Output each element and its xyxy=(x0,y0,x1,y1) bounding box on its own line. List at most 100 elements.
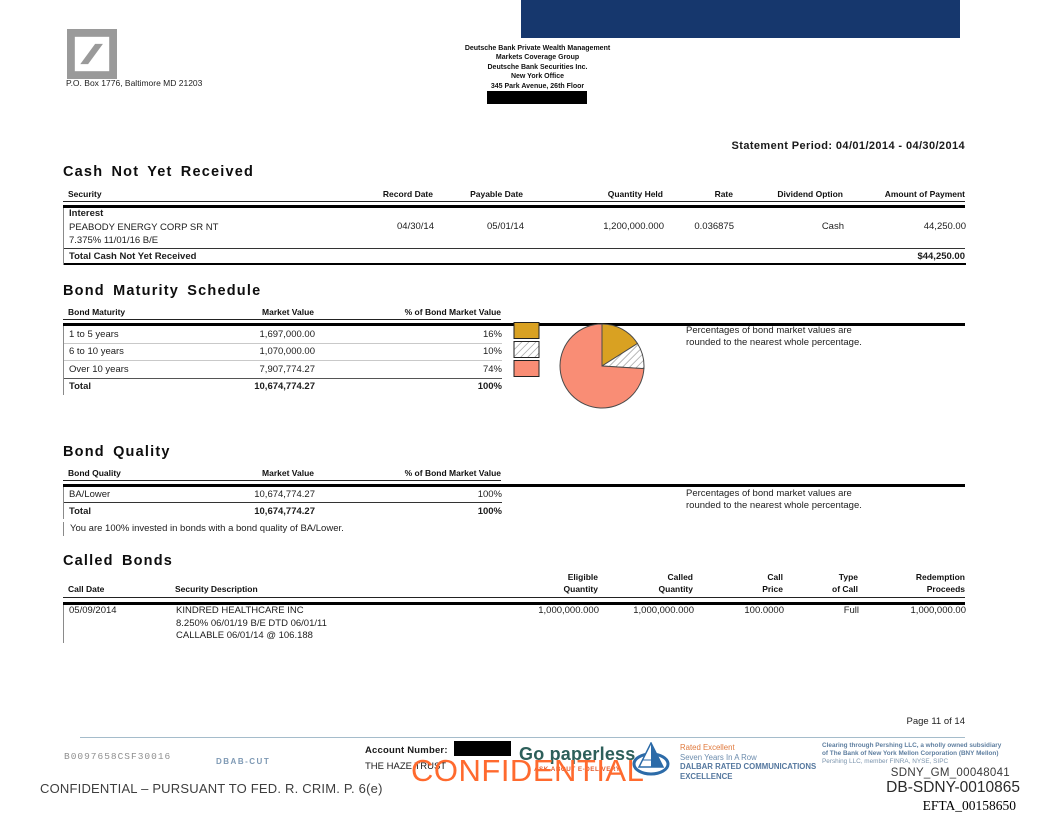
pershing-disclosure: Clearing through Pershing LLC, a wholly … xyxy=(822,742,1022,766)
dalbar-line: EXCELLENCE xyxy=(680,771,733,781)
section-cash-not-yet-received: Cash Not Yet Received Security Record Da… xyxy=(63,164,966,268)
security-name: KINDRED HEALTHCARE INC xyxy=(176,605,304,616)
column-header: Amount of Payment xyxy=(884,189,965,199)
bates-stamp-db-sdny: DB-SDNY-0010865 xyxy=(886,779,1020,796)
header-line: Called xyxy=(667,572,693,582)
market-value: 1,070,000.00 xyxy=(259,346,315,358)
table-row: Over 10 years 7,907,774.27 74% xyxy=(64,361,502,379)
dbab-cut-label: DBAB-CUT xyxy=(216,757,271,766)
total-value: 10,674,774.27 xyxy=(254,381,315,392)
record-date: 04/30/14 xyxy=(397,221,434,232)
column-header: Type of Call xyxy=(783,571,858,595)
office-line: Deutsche Bank Private Wealth Management xyxy=(464,45,611,52)
total-value: 10,674,774.27 xyxy=(254,505,315,517)
note-line: rounded to the nearest whole percentage. xyxy=(686,337,862,348)
header-line: Quantity xyxy=(658,584,693,594)
dalbar-line: DALBAR RATED COMMUNICATIONS xyxy=(680,762,817,771)
table-row: 6 to 10 years 1,070,000.00 10% xyxy=(64,344,502,361)
header-line: Call xyxy=(767,572,783,582)
pct-value: 74% xyxy=(482,363,502,375)
payable-date: 05/01/14 xyxy=(487,221,524,232)
maturity-label: Over 10 years xyxy=(69,363,129,375)
call-price: 100.0000 xyxy=(744,605,784,616)
market-value: 1,697,000.00 xyxy=(259,328,315,340)
type-of-call: Full xyxy=(843,605,859,616)
column-header: Eligible Quantity xyxy=(473,571,598,595)
bond-maturity-body: 1 to 5 years 1,697,000.00 16% 6 to 10 ye… xyxy=(63,326,502,395)
account-number-row: Account Number: xyxy=(365,740,512,758)
office-line: New York Office xyxy=(510,73,565,81)
section-called-bonds: Called Bonds Call Date Security Descript… xyxy=(63,553,966,648)
column-header: % of Bond Market Value xyxy=(404,468,501,478)
dividend-option: Cash xyxy=(821,221,844,232)
quality-summary-note: You are 100% invested in bonds with a bo… xyxy=(63,522,344,536)
column-header: Bond Maturity xyxy=(68,307,126,317)
page-number: Page 11 of 14 xyxy=(906,716,965,727)
call-date: 05/09/2014 xyxy=(69,605,117,616)
pct-value: 16% xyxy=(482,328,502,340)
header-line: Type xyxy=(838,572,858,582)
redaction-box-address xyxy=(487,91,587,104)
header-line: Proceeds xyxy=(926,584,965,594)
cash-table-header: Security Record Date Payable Date Quanti… xyxy=(63,189,965,202)
footer-divider xyxy=(80,737,965,738)
called-bonds-row: 05/09/2014 KINDRED HEALTHCARE INC 8.250%… xyxy=(63,605,966,643)
column-header: Payable Date xyxy=(470,189,523,199)
legend-swatch-over10 xyxy=(513,360,540,377)
market-value: 7,907,774.27 xyxy=(259,363,315,375)
bond-quality-header: Bond Quality Market Value % of Bond Mark… xyxy=(63,468,501,481)
column-header: Market Value xyxy=(262,307,314,317)
header-line: Call Date xyxy=(68,584,105,594)
table-rule xyxy=(63,205,965,208)
legend-swatch-1to5 xyxy=(513,322,540,339)
dalbar-line: Seven Years In A Row xyxy=(680,752,757,762)
note-line: Percentages of bond market values are xyxy=(686,488,852,499)
column-header: Bond Quality xyxy=(68,468,121,478)
pershing-line: of The Bank of New York Mellon Corporati… xyxy=(822,750,999,757)
go-paperless-label: Go paperless xyxy=(519,744,636,764)
legend-swatch-6to10 xyxy=(513,341,540,358)
dalbar-line: Rated Excellent xyxy=(680,743,735,752)
table-rule xyxy=(63,602,965,605)
section-title: Called Bonds xyxy=(63,553,174,569)
table-row: BA/Lower 10,674,774.27 100% xyxy=(64,487,502,503)
section-title: Cash Not Yet Received xyxy=(63,164,255,180)
header-line: Price xyxy=(762,584,783,594)
total-pct: 100% xyxy=(477,381,502,392)
bond-maturity-pie-chart xyxy=(559,323,645,409)
statement-period: Statement Period: 04/01/2014 - 04/30/201… xyxy=(731,140,965,152)
section-bond-quality: Bond Quality Bond Quality Market Value %… xyxy=(63,444,965,544)
table-row: PEABODY ENERGY CORP SR NT 7.375% 11/01/1… xyxy=(64,221,966,248)
cash-table-body: Interest PEABODY ENERGY CORP SR NT 7.375… xyxy=(63,208,966,265)
header-line: Redemption xyxy=(915,572,965,582)
section-title: Bond Maturity Schedule xyxy=(63,283,262,299)
redaction-box-account xyxy=(454,741,512,756)
office-address-block: Deutsche Bank Private Wealth Management … xyxy=(440,44,635,91)
office-line: 345 Park Avenue, 26th Floor xyxy=(490,82,585,90)
security-detail: 7.375% 11/01/16 B/E xyxy=(69,235,159,246)
table-row: 1 to 5 years 1,697,000.00 16% xyxy=(64,326,502,344)
total-label: Total Cash Not Yet Received xyxy=(69,250,197,262)
table-rule xyxy=(64,263,966,265)
note-line: rounded to the nearest whole percentage. xyxy=(686,500,862,511)
dalbar-logo-icon xyxy=(632,742,670,776)
security-detail: 8.250% 06/01/19 B/E DTD 06/01/11 xyxy=(176,617,327,629)
quality-label: BA/Lower xyxy=(69,489,111,500)
column-header: Redemption Proceeds xyxy=(858,571,965,595)
eligible-quantity: 1,000,000.000 xyxy=(538,605,599,616)
section-bond-maturity: Bond Maturity Schedule Bond Maturity Mar… xyxy=(63,283,965,418)
column-header: Rate xyxy=(714,189,733,199)
group-row: Interest xyxy=(69,208,104,219)
bates-stamp-sdny-gm: SDNY_GM_00048041 xyxy=(890,767,1010,779)
bates-stamp-efta: EFTA_00158650 xyxy=(922,798,1016,813)
office-line: Markets Coverage Group xyxy=(495,54,580,62)
header-line: Quantity xyxy=(563,584,598,594)
market-value: 10,674,774.27 xyxy=(254,489,315,500)
security-detail: CALLABLE 06/01/14 @ 106.188 xyxy=(176,630,313,641)
column-header: Security Description xyxy=(168,583,473,595)
column-header: Called Quantity xyxy=(598,571,693,595)
confidential-stamp: CONFIDENTIAL xyxy=(411,753,645,788)
maturity-label: 6 to 10 years xyxy=(69,346,124,358)
rounding-note: Percentages of bond market values are ro… xyxy=(686,325,862,349)
